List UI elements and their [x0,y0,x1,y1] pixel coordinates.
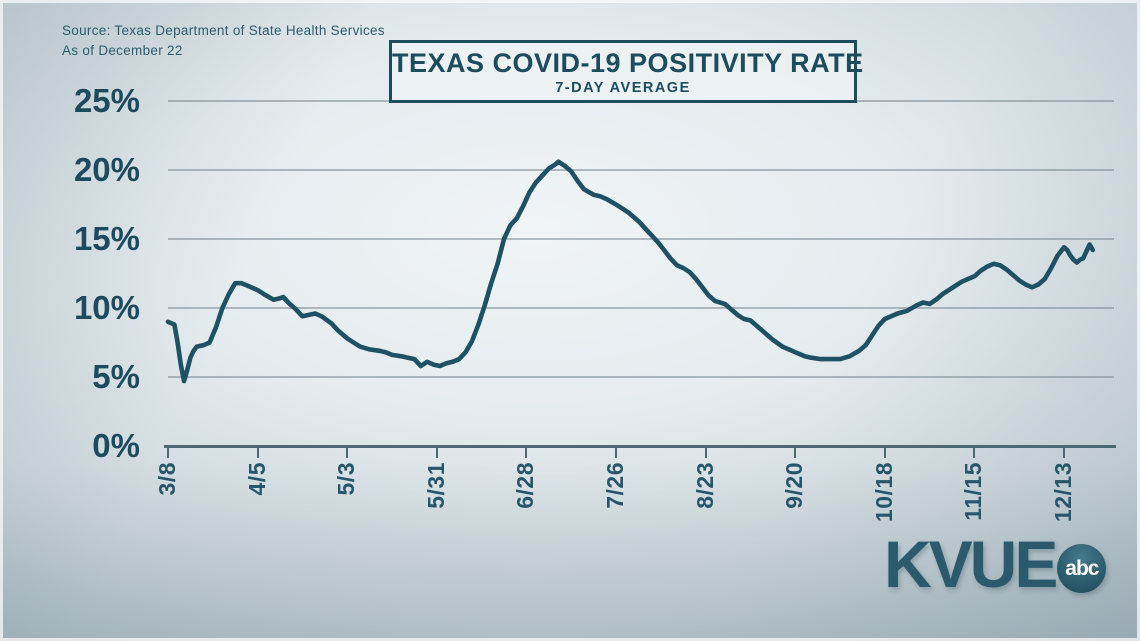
y-tick-label: 10% [73,289,140,326]
x-axis-tick [1063,446,1065,458]
x-axis-tick [794,446,797,458]
x-tick-label: 8/23 [691,462,718,509]
x-axis-tick [167,446,169,458]
x-tick-label: 3/8 [154,462,180,496]
abc-network-label: abc [1065,556,1099,580]
kvue-wordmark: KVUE [884,527,1058,601]
y-tick-label: 20% [73,151,140,188]
source-line: Source: Texas Department of State Health… [62,23,385,38]
y-tick-label: 15% [73,220,140,257]
x-tick-label: 7/26 [602,462,628,509]
x-axis-tick [973,446,976,458]
x-tick-label: 9/20 [781,462,808,509]
x-tick-label: 4/5 [243,462,270,496]
chart-title-box: TEXAS COVID-19 POSITIVITY RATE 7-DAY AVE… [389,40,864,103]
gridline [168,238,1114,240]
x-axis-tick [615,446,617,458]
gridline [168,376,1114,378]
x-tick-label: 12/13 [1050,462,1076,523]
x-axis [164,445,1116,448]
as-of-date: As of December 22 [62,43,183,58]
y-tick-label: 25% [73,82,140,119]
kvue-logo: KVUE abc [884,527,1107,601]
abc-network-icon: abc [1057,543,1107,593]
x-axis-tick [256,446,259,458]
gridline [168,307,1114,309]
y-tick-label: 0% [92,427,140,464]
x-tick-label: 5/31 [422,462,449,509]
source-attribution: Source: Texas Department of State Health… [62,21,385,61]
chart-title: TEXAS COVID-19 POSITIVITY RATE [392,48,864,78]
x-axis-tick [525,446,528,458]
x-tick-label: 10/18 [870,462,897,523]
positivity-rate-line [165,159,1096,384]
x-tick-label: 6/28 [512,462,539,509]
x-axis-tick [346,446,349,458]
x-tick-label: 11/15 [960,462,987,521]
y-tick-label: 5% [92,358,140,395]
x-axis-tick [704,446,707,458]
x-tick-label: 5/3 [333,462,360,496]
x-axis-tick [435,446,438,458]
x-axis-tick [883,446,886,458]
gridline [168,169,1114,171]
chart-subtitle: 7-DAY AVERAGE [555,80,691,96]
